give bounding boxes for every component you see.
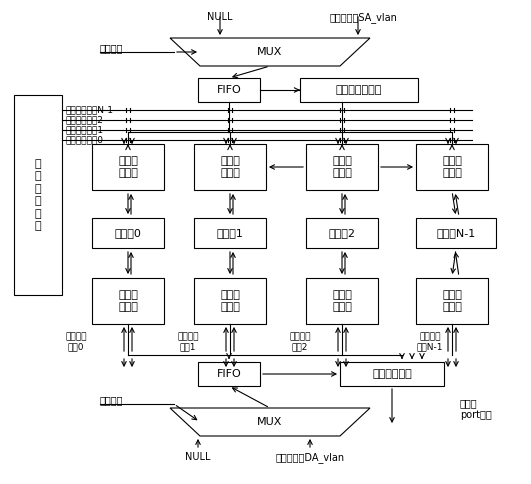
Text: 查询控
制模块: 查询控 制模块 [442,290,462,312]
Bar [194,218,266,248]
Text: 查询进入的DA_vlan: 查询进入的DA_vlan [276,452,345,463]
Bar [416,218,496,248]
Text: 训练控
制模块: 训练控 制模块 [220,156,240,178]
Text: 输出比较电路: 输出比较电路 [372,369,412,379]
Text: 查询控
制模块: 查询控 制模块 [332,290,352,312]
Bar [300,78,418,102]
Polygon shape [170,408,370,436]
Text: 转发表0: 转发表0 [115,228,141,238]
Text: 哈希算子
参数1: 哈希算子 参数1 [177,333,199,352]
Text: 转发表优先选择: 转发表优先选择 [336,85,382,95]
Text: 查询的
port结果: 查询的 port结果 [460,398,492,420]
Text: 顶
层
控
制
模
块: 顶 层 控 制 模 块 [35,159,41,231]
Text: MUX: MUX [258,417,282,427]
Text: 查询控
制模块: 查询控 制模块 [220,290,240,312]
Text: FIFO: FIFO [217,85,242,95]
Bar [340,362,444,386]
Bar [306,144,378,190]
Text: 哈希算子参数0: 哈希算子参数0 [65,136,103,145]
Text: 训练进入的SA_vlan: 训练进入的SA_vlan [330,12,398,23]
Text: 训练控
制模块: 训练控 制模块 [332,156,352,178]
Text: MUX: MUX [258,47,282,57]
Text: 转发表1: 转发表1 [217,228,243,238]
Text: 哈希算子参数2: 哈希算子参数2 [65,116,103,124]
Text: 工作使能: 工作使能 [100,43,124,53]
Bar [198,362,260,386]
Bar [92,218,164,248]
Bar [194,144,266,190]
Text: 工作使能: 工作使能 [100,395,124,405]
Text: 转发表N-1: 转发表N-1 [436,228,476,238]
Text: NULL: NULL [207,12,233,22]
Text: 查询控
制模块: 查询控 制模块 [118,290,138,312]
Text: 哈希算子
参数0: 哈希算子 参数0 [65,333,87,352]
Bar [198,78,260,102]
Text: 训练控
制模块: 训练控 制模块 [118,156,138,178]
Text: 哈希算子
参数2: 哈希算子 参数2 [289,333,311,352]
Bar [416,144,488,190]
Text: 哈希算子参数N-1: 哈希算子参数N-1 [65,106,113,115]
Polygon shape [170,38,370,66]
Bar [306,278,378,324]
Text: 哈希算子参数1: 哈希算子参数1 [65,125,103,135]
Bar [306,218,378,248]
Bar [14,95,62,295]
Text: NULL: NULL [185,452,211,462]
Bar [92,144,164,190]
Text: 哈希算子
参数N-1: 哈希算子 参数N-1 [417,333,443,352]
Bar [194,278,266,324]
Text: 训练控
制模块: 训练控 制模块 [442,156,462,178]
Text: FIFO: FIFO [217,369,242,379]
Bar [416,278,488,324]
Text: 转发表2: 转发表2 [329,228,355,238]
Bar [92,278,164,324]
